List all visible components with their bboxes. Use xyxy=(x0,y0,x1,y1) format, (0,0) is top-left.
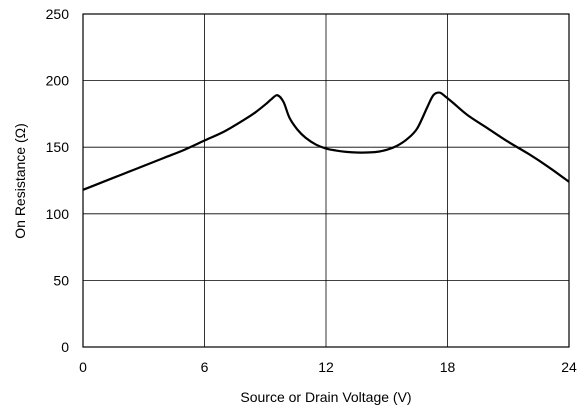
y-tick-label: 150 xyxy=(46,139,70,155)
y-tick-labels: 0 50 100 150 200 250 xyxy=(46,6,70,355)
x-tick-label: 24 xyxy=(561,359,577,375)
series-group xyxy=(82,91,570,191)
x-tick-label: 0 xyxy=(79,359,87,375)
y-tick-label: 50 xyxy=(53,272,69,288)
x-tick-label: 18 xyxy=(440,359,456,375)
y-tick-label: 100 xyxy=(46,206,70,222)
x-tick-labels: 0 6 12 18 24 xyxy=(79,359,577,375)
y-tick-label: 200 xyxy=(46,73,70,89)
x-tick-label: 6 xyxy=(201,359,209,375)
y-axis-label: On Resistance (Ω) xyxy=(12,123,28,239)
grid-lines xyxy=(83,14,569,347)
y-tick-label: 250 xyxy=(46,6,70,22)
x-tick-label: 12 xyxy=(318,359,334,375)
series-line xyxy=(82,91,570,191)
x-axis-label: Source or Drain Voltage (V) xyxy=(240,389,411,405)
y-tick-label: 0 xyxy=(61,339,69,355)
